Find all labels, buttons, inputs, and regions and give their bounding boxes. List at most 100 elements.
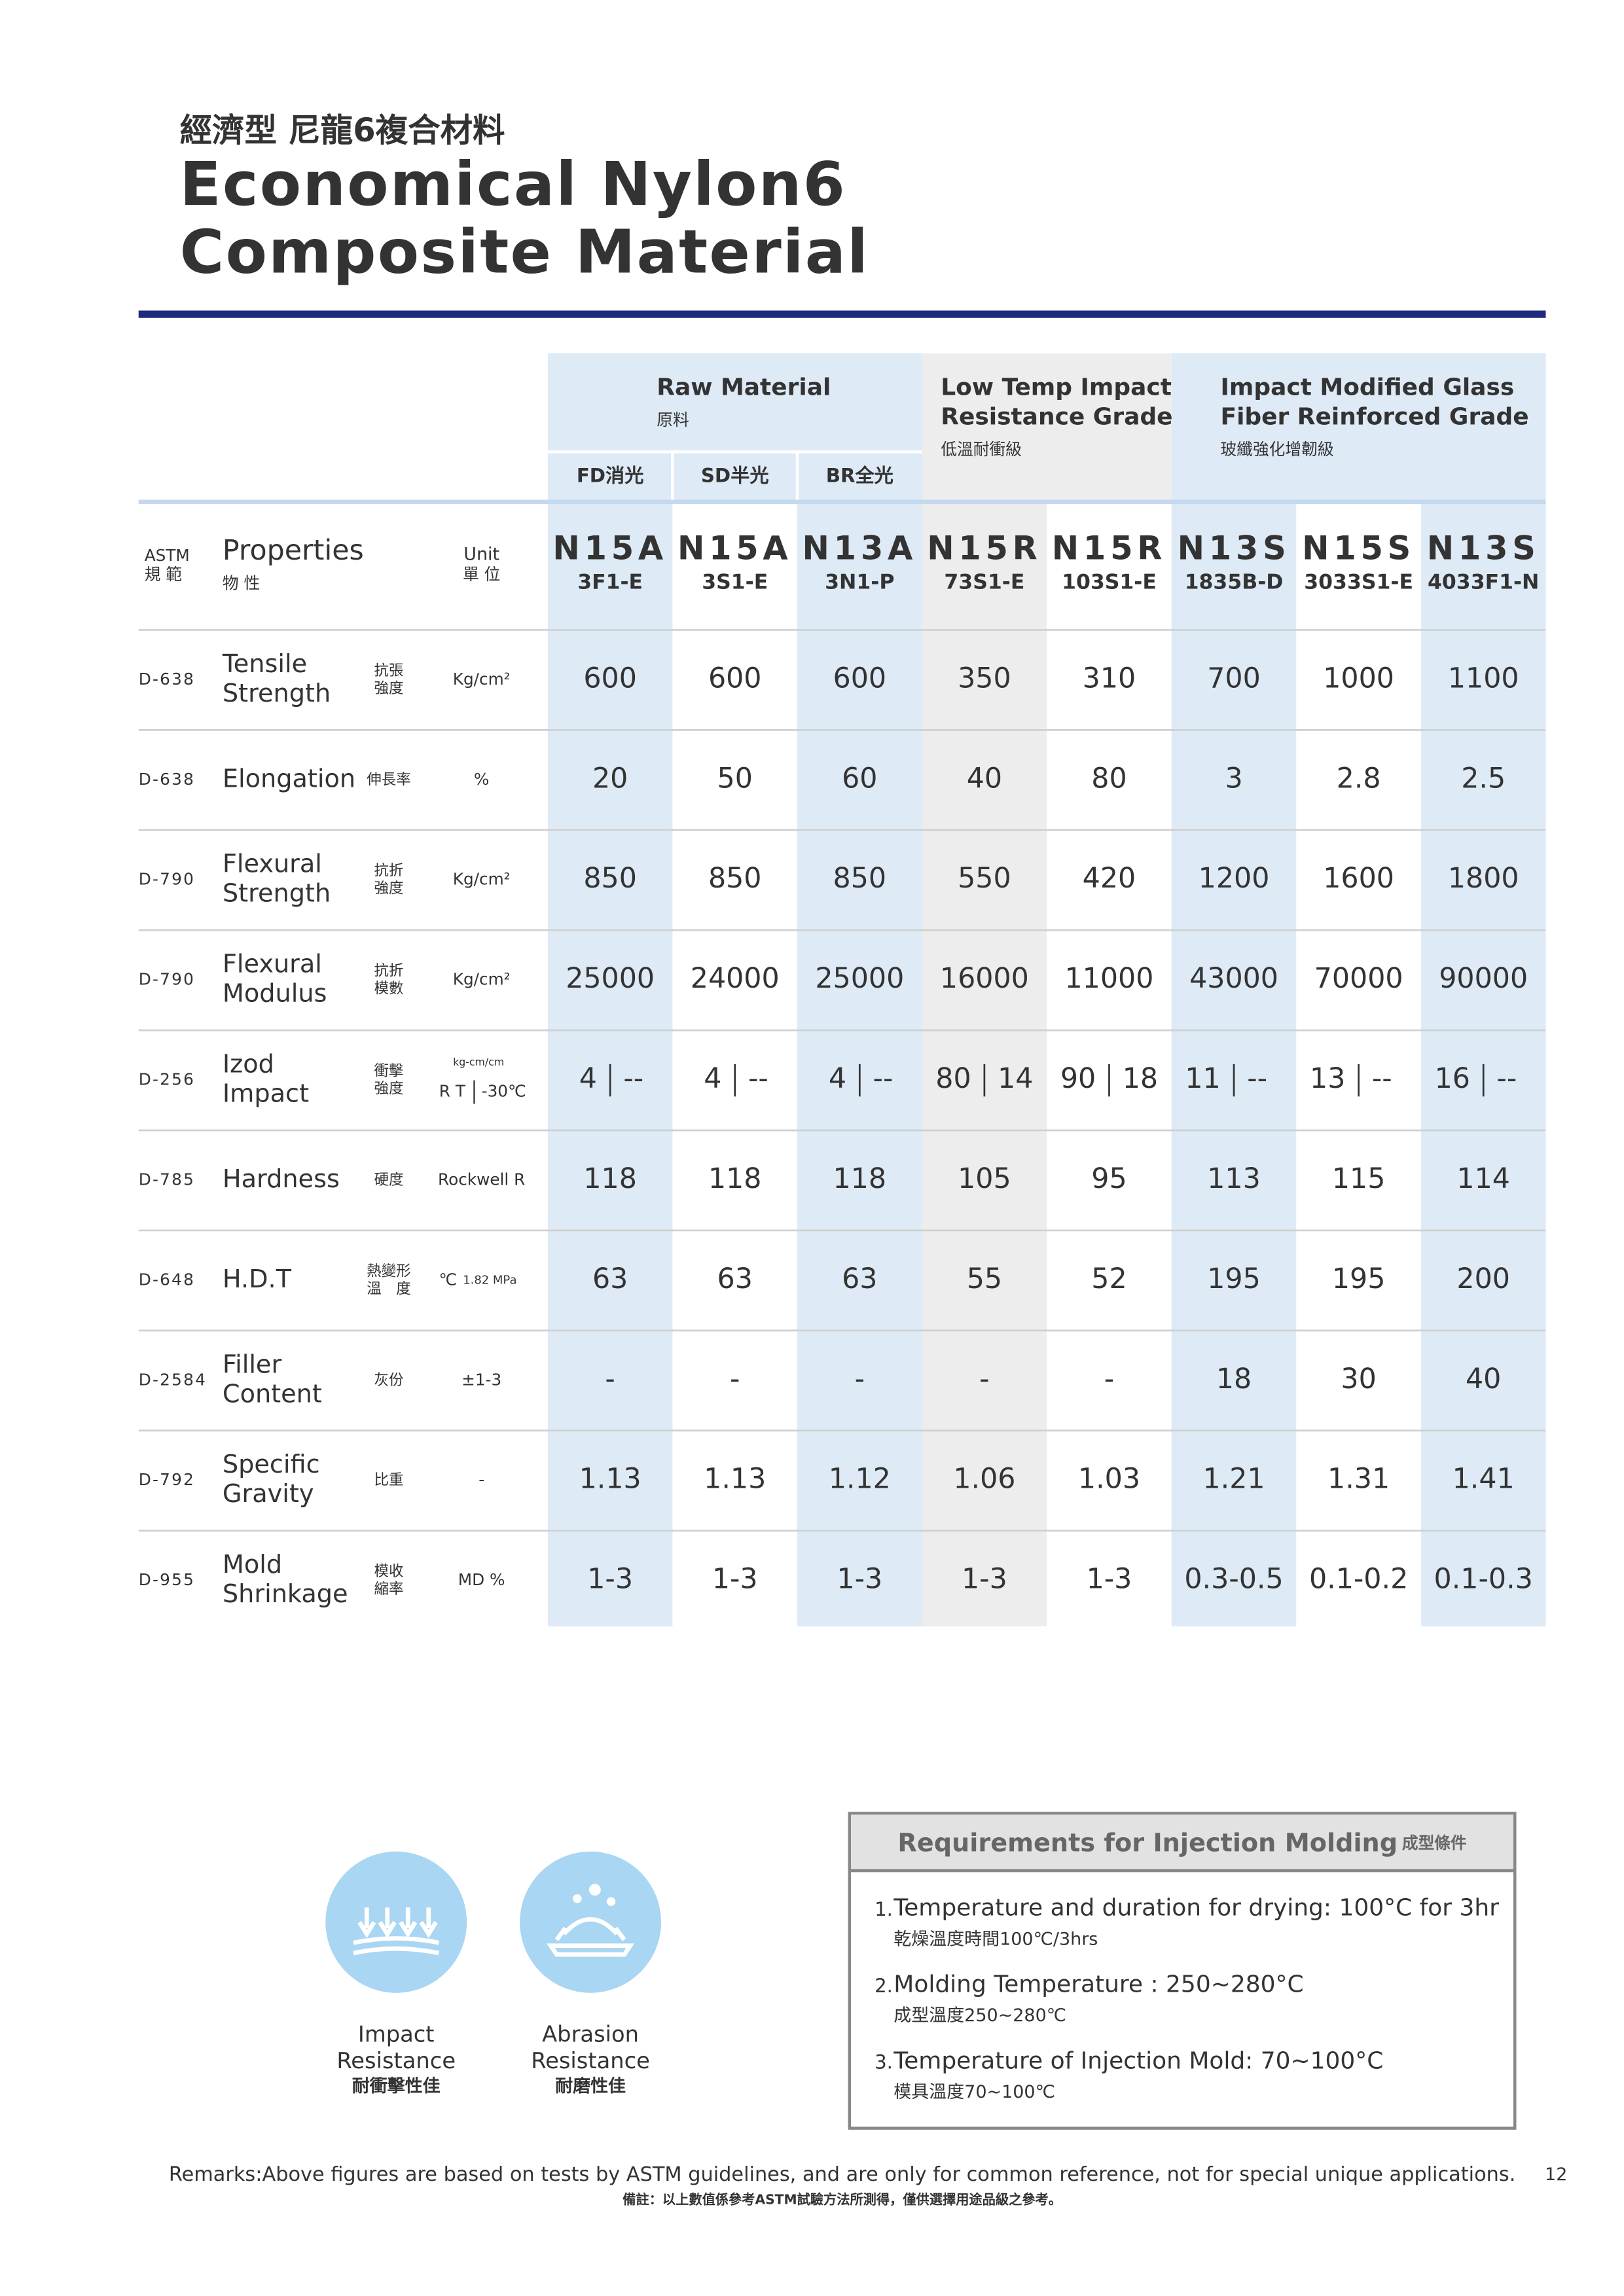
group-name-zh: 原料 — [657, 410, 689, 429]
cell-value: 80 — [935, 1062, 971, 1095]
cell-value: 1.13 — [579, 1463, 641, 1496]
property-zh: 衝擊 — [374, 1063, 404, 1080]
cell-value: 118 — [583, 1162, 637, 1195]
cell-value: - — [605, 1363, 615, 1395]
cell-value: 118 — [708, 1162, 762, 1195]
cell-value: 115 — [1332, 1162, 1386, 1195]
cell-value: 600 — [708, 662, 762, 694]
cell-value: 1-3 — [962, 1563, 1007, 1596]
product-code: N15S — [1302, 529, 1415, 567]
cell-value: 70000 — [1314, 962, 1403, 995]
property-zh: 硬度 — [374, 1172, 404, 1189]
item-text-zh: 乾燥溫度時間100℃/3hrs — [893, 1929, 1098, 1949]
product-grade: 3033S1-E — [1304, 570, 1413, 594]
item-text-zh: 成型溫度250~280℃ — [893, 2005, 1066, 2026]
group-name: Impact Modified Glass — [1221, 374, 1515, 401]
product-code: N13S — [1427, 529, 1540, 567]
feature-label: Resistance — [336, 2048, 456, 2073]
cell-value: 13 — [1310, 1062, 1345, 1095]
property-name: Izod — [223, 1050, 274, 1079]
cell-value: 40 — [1466, 1363, 1501, 1395]
astm-code: D-256 — [139, 1070, 195, 1089]
subgroup: BR全光 — [826, 465, 893, 487]
cell-value: 95 — [1091, 1162, 1127, 1195]
product-grade: 3N1-P — [825, 570, 894, 594]
cell-value: 1100 — [1448, 662, 1519, 694]
property-zh: 強度 — [374, 680, 404, 697]
cell-value: 1-3 — [1087, 1563, 1132, 1596]
item-text-zh: 模具溫度70~100℃ — [893, 2082, 1055, 2102]
property-zh: 強度 — [374, 1081, 404, 1098]
title-rule — [138, 310, 1546, 318]
property-name: Impact — [223, 1080, 309, 1109]
cell-value: 310 — [1083, 662, 1136, 694]
cell-value: 90000 — [1439, 962, 1528, 995]
cell-value: -- — [748, 1062, 768, 1095]
astm-code: D-785 — [139, 1170, 195, 1189]
astm-code: D-790 — [139, 870, 195, 889]
cell-value: 850 — [708, 862, 762, 895]
group-name: Fiber Reinforced Grade — [1221, 404, 1529, 431]
astm-code: D-2584 — [139, 1370, 207, 1389]
property-name: Tensile — [222, 650, 307, 679]
product-grade: 103S1-E — [1062, 570, 1157, 594]
cell-value: 11000 — [1065, 962, 1154, 995]
product-code: N15R — [1052, 529, 1166, 567]
unit: MD % — [458, 1570, 505, 1589]
product-grade: 4033F1-N — [1428, 570, 1539, 594]
property-name: Flexural — [223, 850, 322, 879]
group-name: Low Temp Impact — [941, 374, 1172, 401]
property-name: Gravity — [223, 1480, 314, 1509]
property-name: Content — [223, 1380, 322, 1408]
property-name: Elongation — [223, 764, 355, 793]
property-zh: 溫 度 — [367, 1280, 410, 1297]
cell-value: 63 — [842, 1263, 877, 1295]
title-en: Economical Nylon6 — [180, 149, 846, 219]
cell-value: 11 — [1185, 1062, 1220, 1095]
item-number: 2. — [875, 1975, 893, 1997]
product-grade: 3S1-E — [702, 570, 768, 594]
cell-value: 4 — [829, 1062, 846, 1095]
cell-value: 1.13 — [704, 1463, 766, 1496]
product-code: N15A — [552, 529, 668, 567]
group-name-zh: 低溫耐衝級 — [941, 440, 1022, 459]
abrasion-icon — [520, 1851, 662, 1993]
cell-value: 350 — [958, 662, 1011, 694]
cell-value: 1.12 — [829, 1463, 891, 1496]
properties-head-zh: 物 性 — [223, 574, 260, 593]
unit: ±1-3 — [461, 1370, 501, 1389]
remarks: Remarks:Above figures are based on tests… — [169, 2163, 1515, 2186]
cell-value: - — [1104, 1363, 1114, 1395]
page-number: 12 — [1545, 2164, 1567, 2185]
property-zh: 縮率 — [374, 1581, 404, 1598]
astm-head: ASTM — [145, 546, 190, 565]
property-name: Flexural — [223, 950, 322, 979]
cell-value: 195 — [1207, 1263, 1261, 1295]
unit-label: kg-cm/cm — [453, 1056, 504, 1068]
unit: % — [474, 770, 490, 789]
group-name: Resistance Grade — [941, 404, 1172, 431]
unit: - — [478, 1470, 484, 1489]
cell-value: 55 — [967, 1263, 1002, 1295]
property-name: Specific — [223, 1450, 320, 1479]
astm-code: D-648 — [139, 1270, 195, 1289]
property-name: Hardness — [223, 1165, 340, 1194]
product-code: N13A — [803, 529, 918, 567]
property-name: Strength — [223, 880, 331, 908]
astm-code: D-638 — [139, 770, 195, 789]
cell-value: 1.21 — [1202, 1463, 1265, 1496]
property-name: Modulus — [223, 980, 327, 1009]
requirements-header-bg — [851, 1814, 1514, 1871]
property-zh: 比重 — [374, 1472, 404, 1489]
feature-label: Resistance — [531, 2048, 650, 2073]
product-grade: 3F1-E — [577, 570, 643, 594]
cell-value: 1200 — [1199, 862, 1270, 895]
unit: Kg/cm² — [453, 870, 511, 889]
astm-code: D-792 — [139, 1470, 195, 1489]
property-name: H.D.T — [223, 1265, 292, 1294]
cell-value: 50 — [717, 762, 753, 795]
cell-value: 2.5 — [1461, 762, 1506, 795]
astm-code: D-638 — [139, 670, 195, 689]
cell-value: -- — [1247, 1062, 1267, 1095]
cell-value: 550 — [958, 862, 1011, 895]
